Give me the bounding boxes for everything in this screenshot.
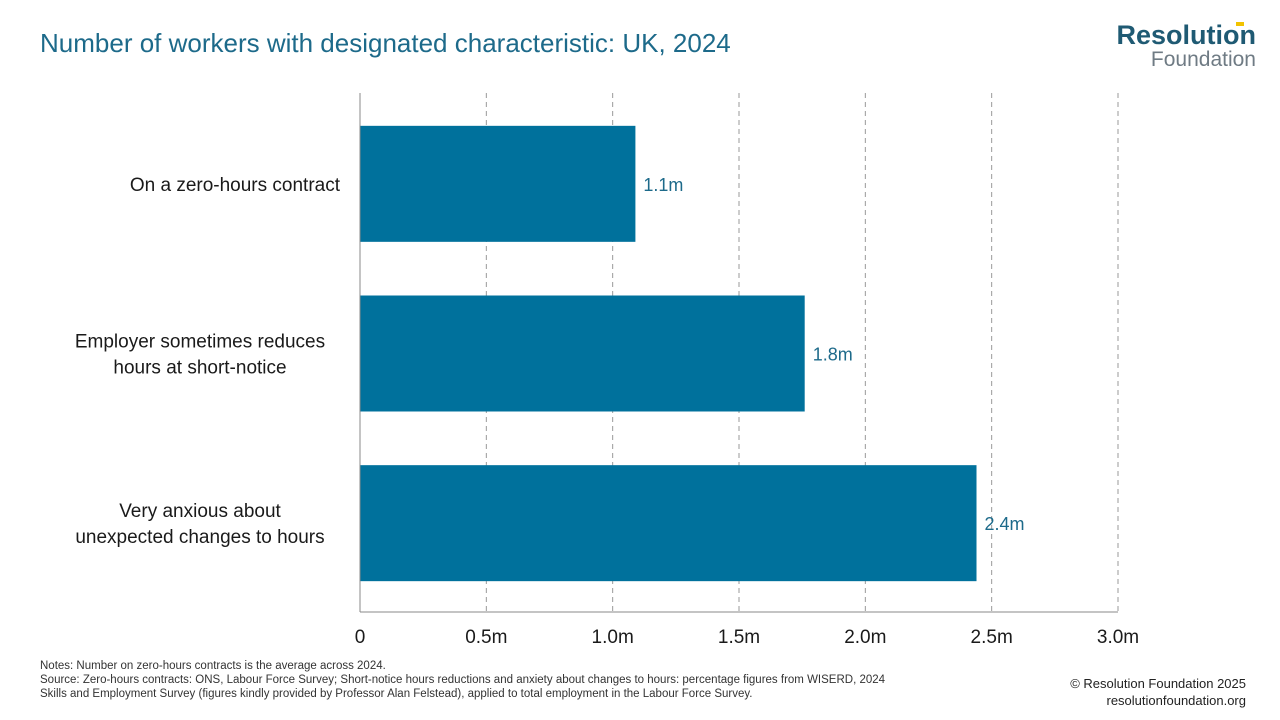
x-tick-label-1: 0.5m bbox=[465, 627, 507, 648]
category-label-1-1: hours at short-notice bbox=[113, 358, 286, 379]
chart-title: Number of workers with designated charac… bbox=[40, 28, 731, 58]
logo-wordmark-line2: Foundation bbox=[1150, 48, 1256, 71]
data-label-0: 1.1m bbox=[643, 175, 683, 195]
bar-2 bbox=[360, 465, 977, 582]
copyright-text: © Resolution Foundation 2025 bbox=[1070, 676, 1246, 691]
source-line-continued: Skills and Employment Survey (figures ki… bbox=[40, 688, 753, 700]
bar-0 bbox=[360, 125, 636, 242]
logo-accent-mark bbox=[1236, 22, 1244, 26]
x-tick-label-4: 2.0m bbox=[844, 627, 886, 648]
data-label-2: 2.4m bbox=[985, 514, 1025, 534]
x-tick-label-0: 0 bbox=[355, 627, 366, 648]
resolution-foundation-logo: Resolution Foundation bbox=[1117, 20, 1257, 70]
x-tick-label-2: 1.0m bbox=[592, 627, 634, 648]
copyright-block: © Resolution Foundation 2025 resolutionf… bbox=[1070, 675, 1246, 709]
x-tick-label-5: 2.5m bbox=[971, 627, 1013, 648]
source-line: Source: Zero-hours contracts: ONS, Labou… bbox=[40, 674, 886, 686]
bar-1 bbox=[360, 295, 805, 412]
category-label-2-0: Very anxious about bbox=[119, 501, 281, 522]
category-label-2-1: unexpected changes to hours bbox=[75, 527, 324, 548]
chart-notes: Notes: Number on zero-hours contracts is… bbox=[40, 659, 1040, 701]
logo-wordmark-line1: Resolution bbox=[1116, 20, 1257, 50]
notes-line: Notes: Number on zero-hours contracts is… bbox=[40, 660, 386, 672]
data-label-1: 1.8m bbox=[813, 345, 853, 365]
x-tick-label-6: 3.0m bbox=[1097, 627, 1139, 648]
category-label-0-0: On a zero-hours contract bbox=[130, 175, 341, 196]
x-tick-label-3: 1.5m bbox=[718, 627, 760, 648]
category-label-1-0: Employer sometimes reduces bbox=[75, 332, 325, 353]
website-text: resolutionfoundation.org bbox=[1106, 693, 1247, 708]
